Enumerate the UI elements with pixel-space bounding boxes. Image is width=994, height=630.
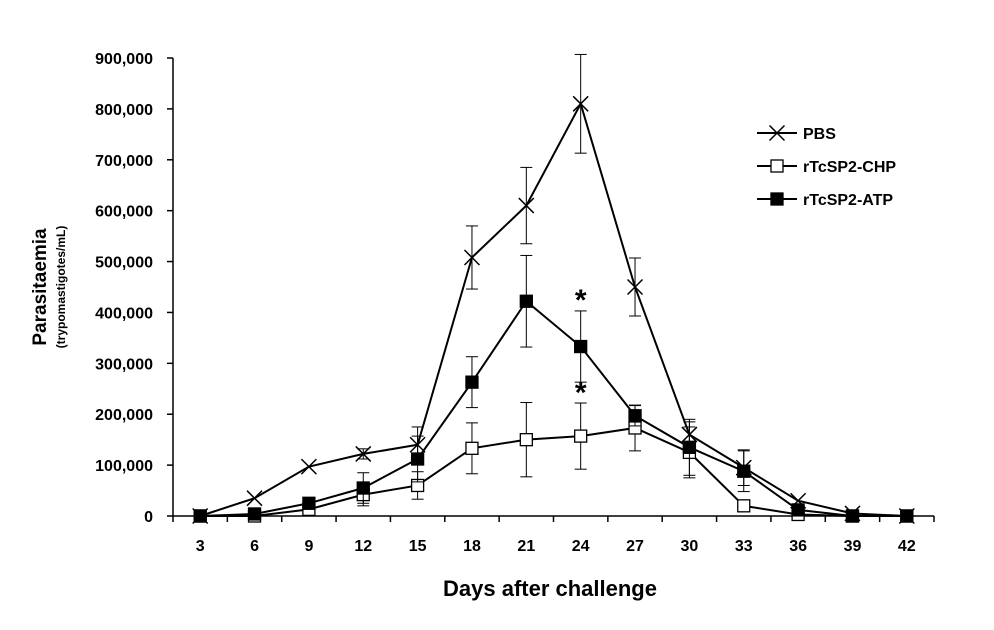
x-tick-label: 15 [409,538,427,555]
x-tick-label: 27 [626,538,644,555]
data-point [518,197,535,214]
y-tick-label: 900,000 [95,51,153,68]
y-tick-label: 700,000 [95,153,153,170]
x-marker-stroke [463,249,480,266]
data-point [628,409,642,423]
x-marker-stroke [355,445,372,462]
series-layer [192,53,915,525]
legend-label: rTcSP2-ATP [803,192,893,209]
legend-item-PBS: PBS [757,124,836,143]
series-rTcSP2-ATP [193,254,914,523]
x-marker-stroke [300,458,317,475]
y-tick-label: 0 [144,509,153,526]
data-point [737,499,751,513]
y-tick-label: 800,000 [95,102,153,119]
y-tick-label: 300,000 [95,356,153,373]
data-point [845,509,860,523]
y-tick-label: 500,000 [95,255,153,272]
x-tick-label: 33 [735,538,753,555]
x-tick-label: 24 [572,538,590,555]
x-marker-stroke [518,197,535,214]
y-axis-subtitle-group: (trypomastigotes/mL) [54,226,68,349]
data-point [465,441,479,455]
x-tick-label: 36 [789,538,807,555]
x-tick-label: 21 [517,538,535,555]
data-point [356,481,370,495]
x-tick-label: 42 [898,538,916,555]
data-point [519,294,533,308]
data-point [247,507,262,521]
y-axis-title-group: Parasitaemia [30,228,51,346]
x-tick-label: 9 [304,538,313,555]
series-line [199,101,907,517]
legend-label: PBS [803,126,836,143]
series-line [200,426,907,517]
x-marker-stroke [627,278,644,296]
legend-label: rTcSP2-CHP [803,159,896,176]
data-point [627,278,644,296]
y-tick-label: 100,000 [95,458,153,475]
data-point [791,503,805,517]
legend-marker [770,192,784,206]
data-point [465,375,479,389]
x-tick-label: 30 [680,538,698,555]
legend-marker [768,124,786,142]
x-tick-label: 39 [844,538,862,555]
data-point [574,339,588,354]
significance-annotation: * [575,377,587,410]
x-marker-stroke [572,95,589,112]
series-line [200,299,907,517]
y-ticks: 0 100,000 200,000 300,000 400,000 500,000 600,… [95,51,173,526]
x-tick-label: 6 [250,538,259,555]
data-point [193,509,207,523]
data-point [410,452,425,466]
x-tick-label: 12 [354,538,372,555]
x-marker-stroke [768,124,786,142]
x-tick-label: 18 [463,538,481,555]
x-tick-label: 3 [196,538,205,555]
x-axis-title: Days after challenge [443,576,657,601]
y-tick-label: 400,000 [95,305,153,322]
y-axis-title: Parasitaemia [30,228,51,346]
y-axis-subtitle: (trypomastigotes/mL) [54,226,68,349]
legend-item-rTcSP2-ATP: rTcSP2-ATP [757,192,893,209]
data-point [572,95,589,112]
legend-marker [770,159,784,173]
annotation-layer: ** [575,284,587,410]
data-point [900,509,914,523]
data-point [355,445,372,462]
data-point [463,249,480,266]
data-point [682,440,697,454]
data-point [737,464,751,478]
data-point [246,490,263,507]
legend: PBS rTcSP2-CHP rTcSP2-ATP [757,124,896,209]
y-tick-label: 600,000 [95,204,153,221]
legend-item-rTcSP2-CHP: rTcSP2-CHP [757,159,896,176]
y-tick-label: 200,000 [95,407,153,424]
series-PBS [192,53,915,525]
data-point [302,496,316,510]
x-marker-stroke [246,490,263,507]
data-point [519,433,533,447]
x-ticks: 3 6 9 12 15 18 21 24 27 30 33 36 39 42 [172,516,935,555]
significance-annotation: * [575,284,587,317]
data-point [574,429,588,443]
data-point [300,458,317,475]
